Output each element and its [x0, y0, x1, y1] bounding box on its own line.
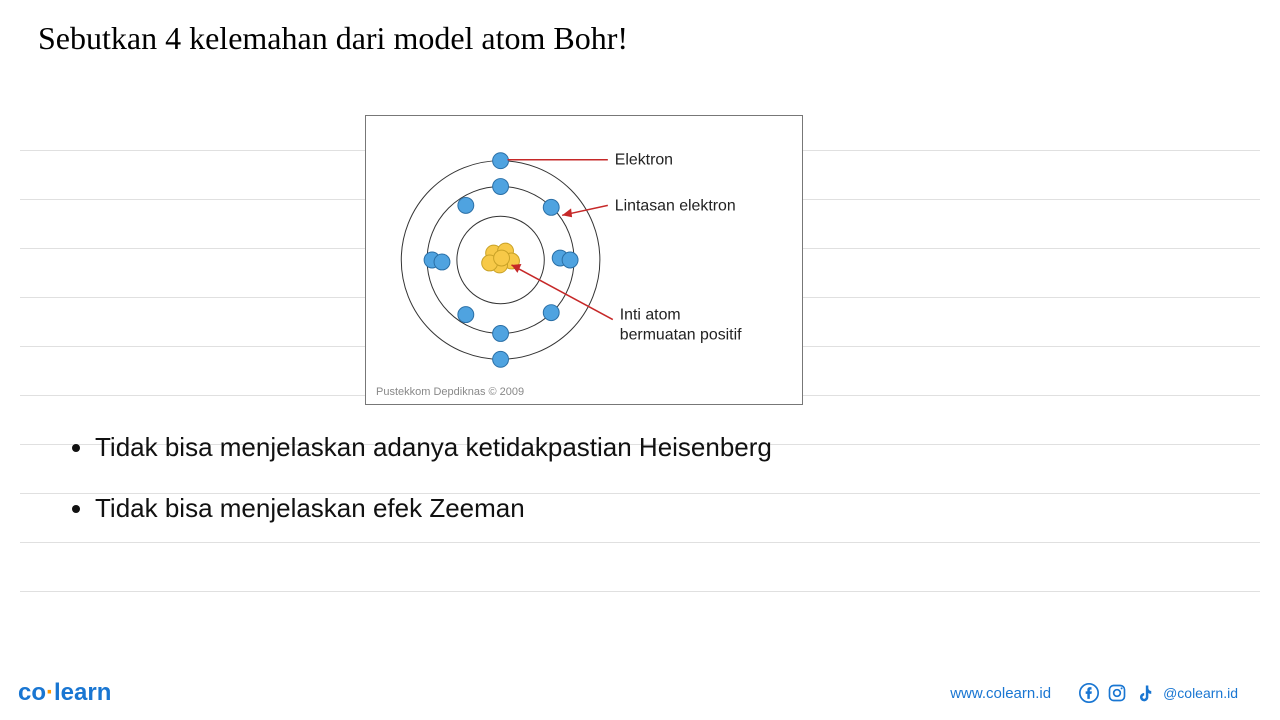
social-handle: @colearn.id: [1163, 685, 1238, 701]
instagram-icon[interactable]: [1107, 683, 1127, 703]
page-title: Sebutkan 4 kelemahan dari model atom Boh…: [0, 0, 1280, 67]
atom-svg: Elektron Lintasan elektron Inti atom ber…: [366, 116, 802, 404]
footer: co·learn www.colearn.id @colearn.id: [0, 678, 1280, 708]
callout-lines: [508, 160, 613, 320]
bullet-list: Tidak bisa menjelaskan adanya ketidakpas…: [70, 432, 1240, 554]
label-nucleus-1: Inti atom: [620, 307, 681, 324]
logo-dot-icon: ·: [46, 679, 54, 706]
label-electron: Elektron: [615, 152, 673, 169]
social-links: @colearn.id: [1079, 683, 1238, 703]
bullet-item: Tidak bisa menjelaskan adanya ketidakpas…: [95, 432, 1240, 463]
facebook-icon[interactable]: [1079, 683, 1099, 703]
website-link[interactable]: www.colearn.id: [950, 685, 1051, 702]
logo-learn: learn: [54, 679, 111, 706]
footer-right: www.colearn.id @colearn.id: [950, 683, 1238, 703]
logo-co: co: [18, 679, 46, 706]
atom-diagram: Elektron Lintasan elektron Inti atom ber…: [365, 115, 803, 405]
label-orbit: Lintasan elektron: [615, 197, 736, 214]
label-nucleus-2: bermuatan positif: [620, 326, 742, 343]
nucleus: [482, 243, 520, 273]
logo: co·learn: [18, 679, 111, 707]
tiktok-icon[interactable]: [1135, 683, 1155, 703]
diagram-caption: Pustekkom Depdiknas © 2009: [376, 386, 524, 398]
bullet-item: Tidak bisa menjelaskan efek Zeeman: [95, 493, 1240, 524]
